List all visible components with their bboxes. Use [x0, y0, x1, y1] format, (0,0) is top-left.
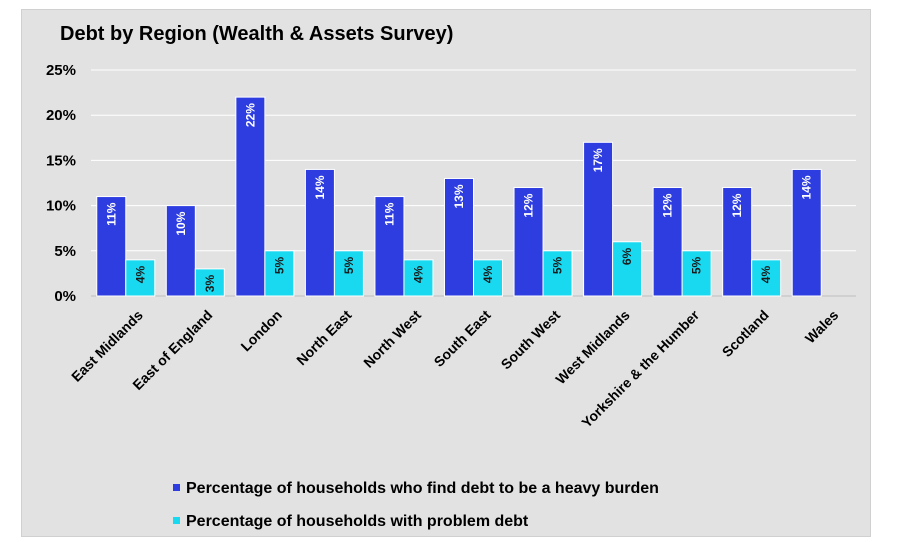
- y-tick-label: 20%: [46, 107, 76, 124]
- data-label: 10%: [174, 211, 188, 235]
- y-tick-label: 0%: [54, 288, 76, 305]
- bar: [403, 259, 434, 297]
- x-tick-label: London: [237, 307, 285, 355]
- bar: [722, 187, 753, 297]
- data-label: 14%: [313, 175, 327, 199]
- chart-title: Debt by Region (Wealth & Assets Survey): [60, 23, 453, 45]
- data-label: 5%: [342, 256, 356, 274]
- bar: [473, 259, 503, 297]
- data-label: 4%: [411, 266, 425, 284]
- legend-swatch-problem-debt: [173, 517, 180, 524]
- bar: [165, 205, 196, 297]
- data-label: 12%: [730, 193, 744, 217]
- data-label: 4%: [759, 266, 773, 284]
- x-tick-label: South West: [498, 307, 564, 373]
- data-label: 13%: [452, 184, 466, 208]
- data-label: 5%: [272, 256, 286, 274]
- bar: [96, 196, 127, 297]
- x-tick-label: West Midlands: [552, 307, 633, 388]
- bar: [583, 141, 614, 297]
- bars: 11% 4% 10% 3% 22% 5% 14% 5% 11% 4% 13% 4% 12% 5% 17% 6%…: [96, 96, 822, 297]
- data-label: 11%: [104, 202, 118, 226]
- y-tick-label: 15%: [46, 152, 76, 169]
- data-label: 11%: [382, 202, 396, 226]
- y-tick-label: 25%: [46, 62, 76, 79]
- x-tick-label: North West: [360, 307, 424, 371]
- data-label: 14%: [800, 175, 814, 199]
- bar: [542, 250, 573, 297]
- data-label: 12%: [522, 193, 536, 217]
- y-tick-label: 10%: [46, 198, 76, 215]
- data-label: 12%: [661, 193, 675, 217]
- bar: [264, 250, 295, 297]
- data-label: 3%: [203, 275, 217, 293]
- x-tick-label: Scotland: [719, 307, 772, 360]
- legend: Percentage of households who find debt t…: [173, 480, 659, 530]
- data-label: 5%: [690, 256, 704, 274]
- data-label: 22%: [243, 103, 257, 127]
- bar: [791, 168, 822, 297]
- bar: [612, 241, 643, 297]
- bar: [681, 250, 712, 297]
- bar: [513, 187, 544, 297]
- legend-label-heavy-burden: Percentage of households who find debt t…: [186, 480, 659, 497]
- x-tick-label: North East: [293, 307, 355, 369]
- y-axis: 0% 5% 10% 15% 20% 25%: [46, 62, 76, 305]
- bar: [374, 196, 405, 297]
- x-tick-label: Yorkshire & the Humber: [578, 306, 702, 430]
- bar: [304, 168, 335, 297]
- data-label: 4%: [481, 266, 495, 284]
- bar: [444, 177, 474, 297]
- bar: [125, 259, 156, 297]
- bar: [751, 259, 782, 297]
- x-tick-label: Wales: [802, 307, 842, 347]
- bar: [194, 268, 225, 297]
- x-tick-label: East Midlands: [68, 307, 146, 385]
- y-tick-label: 5%: [54, 243, 76, 260]
- bar: [652, 187, 683, 297]
- chart-container: Debt by Region (Wealth & Assets Survey) …: [21, 9, 871, 537]
- bar: [235, 96, 266, 297]
- bar: [333, 250, 364, 297]
- legend-label-problem-debt: Percentage of households with problem de…: [186, 513, 529, 530]
- chart-svg: Debt by Region (Wealth & Assets Survey) …: [46, 23, 856, 530]
- data-label: 4%: [133, 266, 147, 284]
- data-label: 6%: [620, 247, 634, 265]
- x-tick-label: South East: [431, 307, 494, 370]
- legend-swatch-heavy-burden: [173, 484, 180, 491]
- data-label: 17%: [591, 148, 605, 172]
- data-label: 5%: [551, 256, 565, 274]
